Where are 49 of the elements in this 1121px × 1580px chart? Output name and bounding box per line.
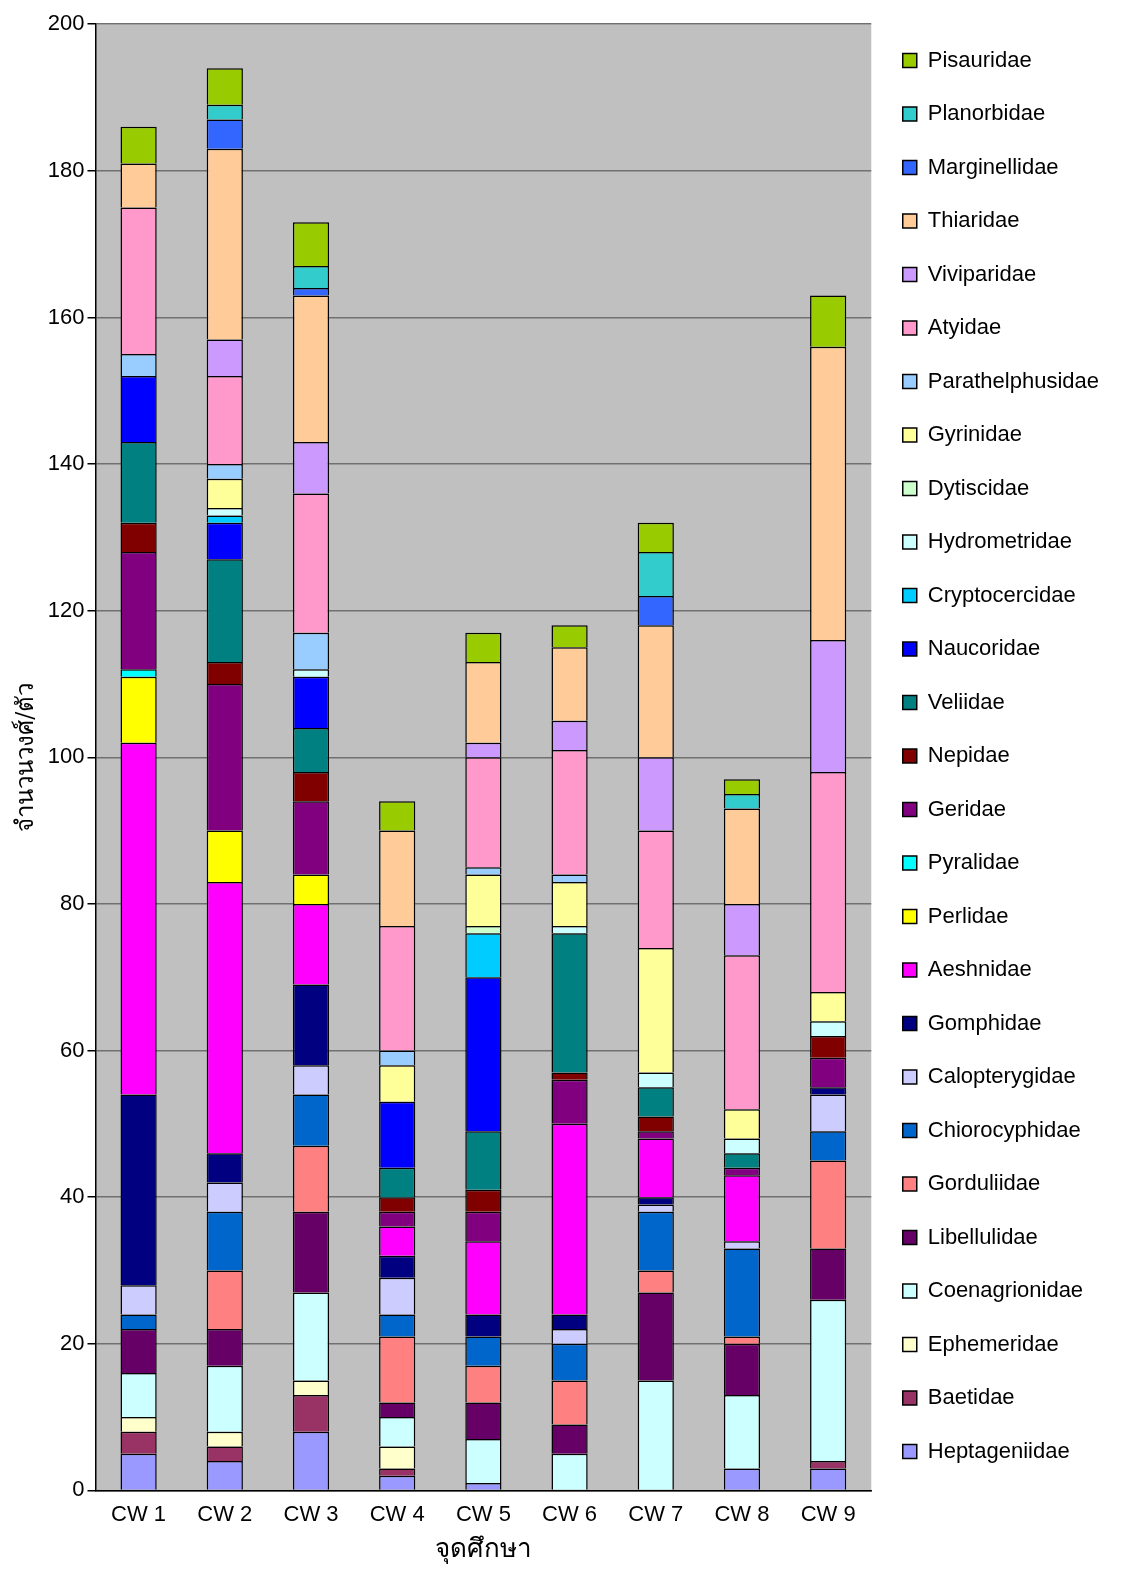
y-axis-title: จำนวนวงศ์/ตัว [10,682,39,832]
legend-label: Naucoridae [927,635,1041,661]
x-tick-label: CW 8 [714,1500,770,1526]
legend-label: Pisauridae [927,46,1032,72]
legend-label: Cryptocercidae [927,581,1076,607]
y-tick-label: 20 [60,1329,85,1355]
legend-label: Perlidae [927,902,1009,928]
legend-label: Chiorocyphidae [927,1116,1081,1142]
x-tick-label: CW 4 [369,1500,425,1526]
y-tick-label: 120 [47,596,85,622]
x-tick-label: CW 7 [628,1500,684,1526]
legend-label: Heptageniidae [927,1437,1070,1463]
x-tick-label: CW 1 [111,1500,167,1526]
y-tick-label: 80 [60,889,85,915]
legend-label: Viviparidae [927,260,1037,286]
y-tick-label: 140 [47,450,85,476]
legend-label: Dytiscidae [927,474,1030,500]
legend-label: Hydrometridae [927,528,1073,554]
x-tick-label: CW 5 [455,1500,511,1526]
legend-label: Nepidae [927,742,1010,768]
legend-label: Gyrinidae [927,421,1022,447]
legend-label: Geridae [927,795,1007,821]
legend-label: Aeshnidae [927,956,1032,982]
legend-label: Baetidae [927,1384,1015,1410]
y-tick-label: 100 [47,743,85,769]
y-tick-label: 0 [72,1476,85,1502]
legend-label: Veliidae [927,688,1005,714]
x-axis-title: จุดศึกษา [434,1533,532,1565]
legend-label: Gorduliidae [927,1170,1041,1196]
y-tick-label: 60 [60,1036,85,1062]
legend-label: Libellulidae [927,1223,1038,1249]
legend-label: Planorbidae [927,100,1046,126]
legend-label: Coenagrionidae [927,1277,1084,1303]
y-tick-label: 200 [47,10,85,36]
legend-label: Ephemeridae [927,1330,1059,1356]
legend-label: Gomphidae [927,1009,1042,1035]
x-tick-label: CW 9 [800,1500,856,1526]
legend-label: Parathelphusidae [927,367,1100,393]
legend-label: Marginellidae [927,153,1059,179]
x-tick-label: CW 3 [283,1500,339,1526]
y-tick-label: 160 [47,303,85,329]
legend-label: Atyidae [927,314,1002,340]
y-tick-label: 180 [47,156,85,182]
x-tick-label: CW 2 [197,1500,253,1526]
legend-label: Thiaridae [927,207,1020,233]
legend-label: Calopterygidae [927,1063,1076,1089]
x-tick-label: CW 6 [542,1500,598,1526]
y-tick-label: 40 [60,1183,85,1209]
legend-label: Pyralidae [927,849,1020,875]
